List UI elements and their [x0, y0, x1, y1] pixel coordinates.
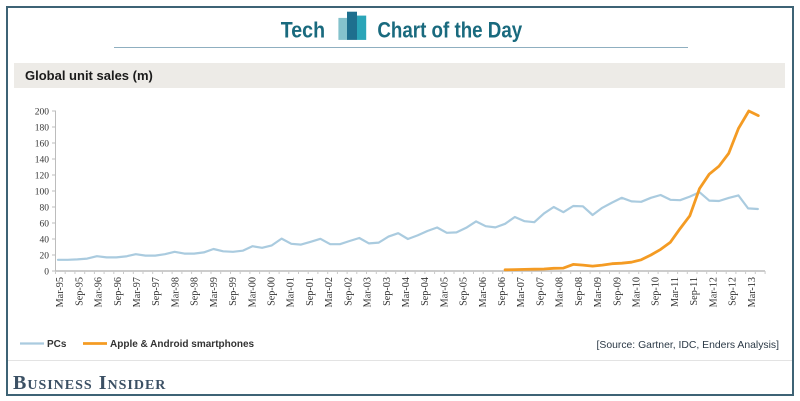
svg-text:100: 100	[35, 188, 50, 198]
svg-text:Mar-07: Mar-07	[516, 277, 527, 307]
svg-text:Sep-96: Sep-96	[113, 277, 124, 306]
svg-text:Mar-02: Mar-02	[324, 277, 335, 307]
svg-text:Mar-98: Mar-98	[171, 277, 182, 307]
svg-text:Chart of the Day: Chart of the Day	[377, 18, 522, 43]
svg-text:Mar-99: Mar-99	[209, 277, 220, 307]
svg-text:0: 0	[44, 268, 49, 278]
svg-text:Mar-01: Mar-01	[286, 277, 297, 307]
svg-text:120: 120	[35, 172, 50, 182]
svg-text:Sep-08: Sep-08	[574, 277, 585, 306]
svg-text:Mar-08: Mar-08	[555, 277, 566, 307]
svg-text:Mar-06: Mar-06	[478, 277, 489, 307]
svg-text:Mar-10: Mar-10	[632, 277, 643, 307]
svg-text:200: 200	[35, 108, 50, 118]
svg-text:Sep-03: Sep-03	[382, 277, 393, 306]
svg-text:Mar-96: Mar-96	[94, 277, 105, 307]
svg-text:Sep-11: Sep-11	[689, 277, 700, 305]
svg-text:Sep-00: Sep-00	[267, 277, 278, 306]
svg-text:40: 40	[40, 236, 50, 246]
svg-text:Mar-12: Mar-12	[708, 277, 719, 307]
svg-text:Mar-13: Mar-13	[747, 277, 758, 307]
svg-text:Sep-12: Sep-12	[728, 277, 739, 306]
svg-text:Sep-07: Sep-07	[536, 277, 547, 306]
svg-text:Mar-03: Mar-03	[363, 277, 374, 307]
svg-text:Sep-10: Sep-10	[651, 277, 662, 306]
svg-text:Sep-04: Sep-04	[420, 277, 431, 306]
svg-text:Sep-05: Sep-05	[459, 277, 470, 306]
svg-text:Apple & Android smartphones: Apple & Android smartphones	[110, 339, 255, 350]
svg-text:180: 180	[35, 124, 50, 134]
svg-text:Mar-11: Mar-11	[670, 277, 681, 307]
svg-text:Sep-97: Sep-97	[151, 277, 162, 306]
svg-text:Sep-06: Sep-06	[497, 277, 508, 306]
svg-text:80: 80	[40, 204, 50, 214]
svg-text:Tech: Tech	[281, 18, 325, 42]
svg-text:Mar-09: Mar-09	[593, 277, 604, 307]
svg-text:Sep-02: Sep-02	[343, 277, 354, 306]
svg-text:Mar-95: Mar-95	[55, 277, 66, 307]
svg-text:Mar-05: Mar-05	[439, 277, 450, 307]
svg-text:PCs: PCs	[47, 339, 67, 350]
svg-text:160: 160	[35, 140, 50, 150]
svg-text:60: 60	[40, 220, 50, 230]
svg-text:Sep-98: Sep-98	[190, 277, 201, 306]
svg-text:[Source: Gartner, IDC, Enders: [Source: Gartner, IDC, Enders Analysis]	[597, 340, 780, 351]
svg-text:Mar-04: Mar-04	[401, 277, 412, 307]
svg-text:Sep-95: Sep-95	[74, 277, 85, 306]
svg-text:20: 20	[40, 252, 50, 262]
svg-text:140: 140	[35, 156, 50, 166]
svg-text:Sep-01: Sep-01	[305, 277, 316, 306]
svg-text:Sep-99: Sep-99	[228, 277, 239, 306]
svg-text:Mar-97: Mar-97	[132, 277, 143, 307]
svg-text:Mar-00: Mar-00	[247, 277, 258, 307]
svg-text:Sep-09: Sep-09	[612, 277, 623, 306]
